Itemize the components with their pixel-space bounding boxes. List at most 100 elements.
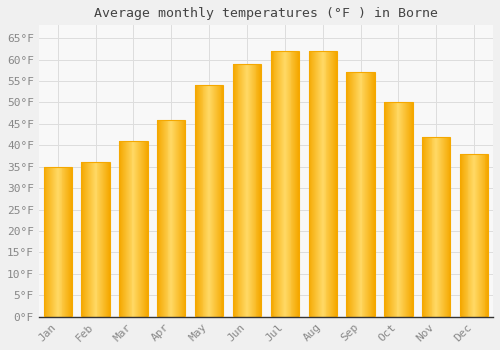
- Bar: [197, 85, 198, 317]
- Bar: [317, 51, 318, 317]
- Bar: [212, 85, 213, 317]
- Bar: [181, 120, 182, 317]
- Bar: [440, 137, 441, 317]
- Bar: [297, 51, 298, 317]
- Bar: [126, 141, 127, 317]
- Bar: [120, 141, 121, 317]
- Bar: [430, 137, 432, 317]
- Bar: [285, 51, 286, 317]
- Bar: [89, 162, 90, 317]
- Bar: [434, 137, 436, 317]
- Bar: [386, 103, 387, 317]
- Bar: [315, 51, 316, 317]
- Bar: [406, 103, 407, 317]
- Bar: [422, 137, 423, 317]
- Bar: [270, 51, 272, 317]
- Bar: [157, 120, 186, 317]
- Bar: [254, 64, 256, 317]
- Bar: [287, 51, 288, 317]
- Bar: [428, 137, 430, 317]
- Bar: [68, 167, 69, 317]
- Bar: [368, 72, 369, 317]
- Bar: [96, 162, 98, 317]
- Bar: [400, 103, 402, 317]
- Bar: [119, 141, 120, 317]
- Bar: [218, 85, 220, 317]
- Bar: [276, 51, 278, 317]
- Bar: [362, 72, 364, 317]
- Bar: [331, 51, 332, 317]
- Bar: [402, 103, 403, 317]
- Bar: [425, 137, 426, 317]
- Bar: [366, 72, 367, 317]
- Bar: [64, 167, 66, 317]
- Bar: [90, 162, 91, 317]
- Bar: [403, 103, 404, 317]
- Bar: [330, 51, 331, 317]
- Bar: [182, 120, 184, 317]
- Bar: [464, 154, 466, 317]
- Bar: [445, 137, 446, 317]
- Bar: [144, 141, 145, 317]
- Bar: [310, 51, 312, 317]
- Bar: [206, 85, 208, 317]
- Bar: [405, 103, 406, 317]
- Bar: [195, 85, 196, 317]
- Bar: [215, 85, 216, 317]
- Bar: [106, 162, 107, 317]
- Bar: [346, 72, 348, 317]
- Bar: [320, 51, 321, 317]
- Bar: [335, 51, 336, 317]
- Bar: [446, 137, 448, 317]
- Bar: [180, 120, 181, 317]
- Bar: [70, 167, 71, 317]
- Bar: [242, 64, 243, 317]
- Bar: [404, 103, 405, 317]
- Bar: [352, 72, 353, 317]
- Bar: [104, 162, 105, 317]
- Bar: [236, 64, 238, 317]
- Bar: [424, 137, 425, 317]
- Bar: [243, 64, 244, 317]
- Bar: [157, 120, 158, 317]
- Bar: [326, 51, 328, 317]
- Bar: [334, 51, 335, 317]
- Bar: [51, 167, 52, 317]
- Bar: [108, 162, 109, 317]
- Bar: [123, 141, 124, 317]
- Bar: [233, 64, 234, 317]
- Bar: [177, 120, 178, 317]
- Bar: [356, 72, 357, 317]
- Bar: [349, 72, 350, 317]
- Bar: [432, 137, 434, 317]
- Bar: [132, 141, 134, 317]
- Bar: [85, 162, 86, 317]
- Bar: [468, 154, 469, 317]
- Bar: [436, 137, 437, 317]
- Bar: [105, 162, 106, 317]
- Bar: [463, 154, 464, 317]
- Bar: [137, 141, 138, 317]
- Bar: [358, 72, 360, 317]
- Bar: [394, 103, 396, 317]
- Bar: [222, 85, 224, 317]
- Bar: [210, 85, 211, 317]
- Bar: [478, 154, 479, 317]
- Bar: [336, 51, 337, 317]
- Bar: [333, 51, 334, 317]
- Bar: [351, 72, 352, 317]
- Bar: [102, 162, 103, 317]
- Bar: [58, 167, 59, 317]
- Bar: [281, 51, 282, 317]
- Bar: [282, 51, 283, 317]
- Bar: [479, 154, 480, 317]
- Bar: [238, 64, 240, 317]
- Bar: [249, 64, 250, 317]
- Bar: [316, 51, 317, 317]
- Bar: [159, 120, 160, 317]
- Bar: [86, 162, 87, 317]
- Bar: [444, 137, 445, 317]
- Bar: [198, 85, 200, 317]
- Bar: [374, 72, 375, 317]
- Bar: [248, 64, 249, 317]
